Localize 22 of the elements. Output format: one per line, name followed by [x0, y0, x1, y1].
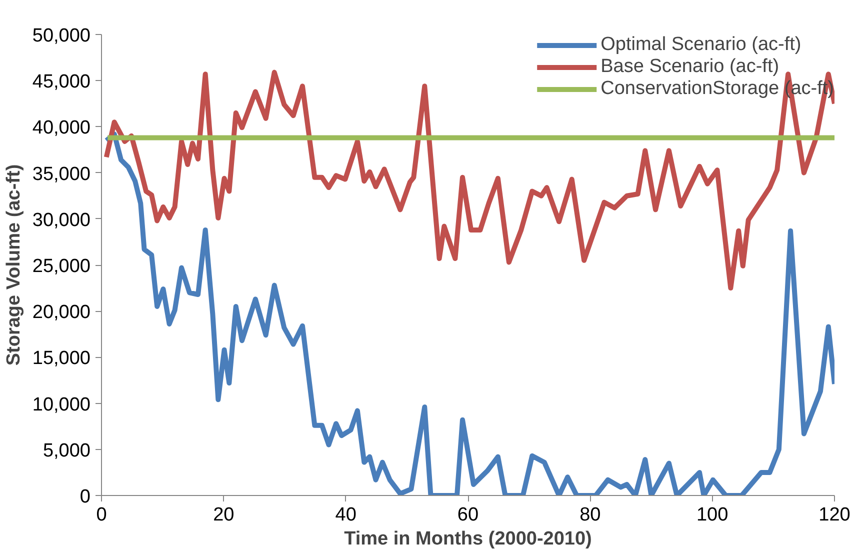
- x-tick-label: 120: [818, 504, 850, 526]
- x-tick-label: 40: [335, 504, 356, 526]
- y-tick-label: 50,000: [32, 26, 91, 46]
- x-tick-label: 20: [213, 504, 234, 526]
- y-tick-label: 40,000: [32, 118, 91, 139]
- x-tick-label: 0: [96, 504, 107, 526]
- y-tick-label: 5,000: [42, 440, 90, 462]
- y-tick-label: 30,000: [32, 210, 91, 231]
- legend-label: Base Scenario (ac-ft): [600, 56, 780, 78]
- y-tick-label: 45,000: [32, 72, 91, 93]
- legend-label: Optimal Scenario (ac-ft): [600, 34, 802, 56]
- x-tick-label: 100: [696, 504, 728, 526]
- x-axis-title: Time in Months (2000-2010): [344, 528, 592, 550]
- y-tick-label: 35,000: [32, 164, 91, 185]
- y-tick-label: 15,000: [32, 348, 91, 370]
- y-tick-label: 25,000: [32, 256, 91, 277]
- x-tick-label: 60: [457, 504, 479, 526]
- y-tick-label: 0: [80, 486, 91, 508]
- y-tick-label: 10,000: [32, 394, 91, 416]
- y-tick-label: 20,000: [32, 302, 91, 324]
- x-tick-label: 80: [580, 504, 601, 526]
- y-axis-title: Storage Volume (ac-ft): [3, 164, 24, 366]
